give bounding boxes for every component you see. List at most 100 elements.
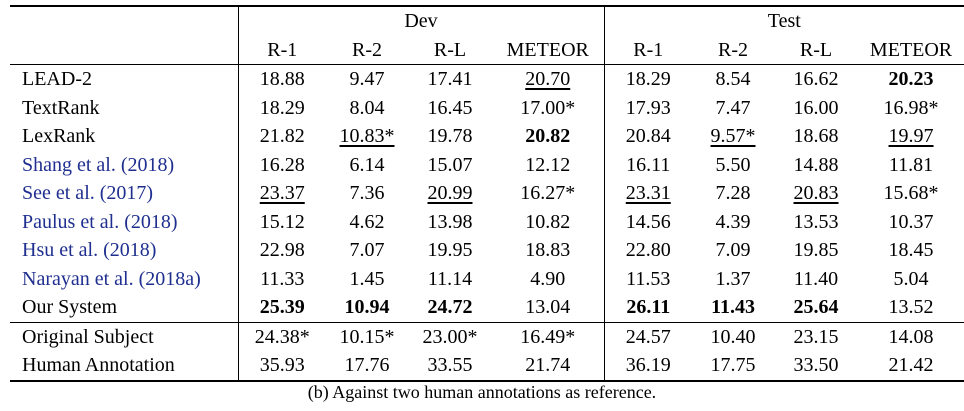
- score-value: 11.33: [260, 267, 305, 290]
- score-value: 4.62: [349, 210, 385, 233]
- system-name-cell[interactable]: Narayan et al. (2018a): [10, 264, 239, 293]
- table-row: LexRank 21.82 10.83* 19.78 20.82 20.84 9.57* 18…: [10, 122, 964, 151]
- metric-header: METEOR: [858, 35, 964, 65]
- system-name-cell[interactable]: Hsu et al. (2018): [10, 236, 239, 265]
- score-cell: 17.00*: [492, 93, 605, 122]
- score-value: 33.55: [427, 354, 473, 377]
- score-value: 19.78: [427, 125, 473, 148]
- score-cell: 16.00: [774, 94, 858, 123]
- score-cell: 7.36: [326, 179, 408, 208]
- score-value: 13.04: [525, 296, 571, 319]
- score-cell: 11.14: [408, 265, 492, 294]
- system-name-cell[interactable]: Shang et al. (2018): [10, 150, 239, 179]
- score-value: 13.53: [793, 210, 839, 233]
- score-cell: 15.07: [408, 151, 492, 180]
- score-cell: 22.98: [238, 236, 326, 265]
- score-cell: 18.88: [238, 65, 326, 94]
- score-cell: 19.85: [774, 236, 858, 265]
- score-cell: 17.76: [326, 351, 408, 382]
- score-value: 1.37: [715, 267, 751, 290]
- score-cell: 4.39: [692, 208, 774, 237]
- score-value: 35.93: [259, 354, 305, 377]
- score-value: 36.19: [625, 354, 671, 377]
- score-cell: 14.88: [774, 151, 858, 180]
- score-value: 23.00*: [422, 325, 478, 348]
- score-value: 8.04: [349, 96, 385, 119]
- score-cell: 14.08: [858, 322, 964, 351]
- score-cell: 17.93: [604, 94, 692, 123]
- score-value: 17.00*: [520, 96, 576, 119]
- score-value: 17.41: [427, 68, 473, 91]
- score-cell: 18.29: [238, 94, 326, 123]
- system-name-cell: Original Subject: [10, 322, 239, 351]
- table-row: Our System 25.39 10.94 24.72 13.04 26.11 11.43…: [10, 293, 964, 323]
- score-cell: 12.12: [492, 150, 605, 179]
- score-value: 20.23: [888, 68, 934, 91]
- system-name-cell: TextRank: [10, 93, 239, 122]
- score-value: 23.31: [625, 182, 671, 205]
- score-cell: 18.29: [604, 65, 692, 94]
- score-cell: 7.07: [326, 236, 408, 265]
- score-cell: 19.95: [408, 236, 492, 265]
- score-value: 6.14: [349, 153, 385, 176]
- score-value: 33.50: [793, 354, 839, 377]
- score-value: 20.84: [625, 125, 671, 148]
- score-cell: 13.04: [492, 293, 605, 323]
- score-value: 7.28: [715, 182, 751, 205]
- score-cell: 17.41: [408, 65, 492, 94]
- score-cell: 18.68: [774, 122, 858, 151]
- score-cell: 21.82: [238, 122, 326, 151]
- score-value: 25.64: [793, 296, 839, 319]
- score-value: 23.37: [259, 182, 305, 205]
- score-cell: 10.40: [692, 322, 774, 351]
- score-value: 20.70: [525, 68, 571, 91]
- score-cell: 24.57: [604, 322, 692, 351]
- score-cell: 17.75: [692, 351, 775, 382]
- score-cell: 16.45: [408, 94, 492, 123]
- score-cell: 11.40: [774, 265, 858, 294]
- score-cell: 9.47: [326, 65, 408, 94]
- score-value: 7.09: [715, 239, 751, 262]
- score-cell: 9.57*: [692, 122, 774, 151]
- score-value: 1.45: [349, 267, 385, 290]
- score-value: 22.98: [259, 239, 305, 262]
- system-name-cell[interactable]: See et al. (2017): [10, 179, 239, 208]
- score-cell: 14.56: [604, 208, 692, 237]
- score-cell: 25.64: [774, 293, 859, 323]
- score-cell: 33.55: [408, 351, 492, 382]
- score-value: 15.12: [259, 210, 305, 233]
- table-row: TextRank 18.29 8.04 16.45 17.00* 17.93 7.47 16.…: [10, 93, 964, 123]
- score-value: 16.27*: [520, 182, 576, 205]
- score-cell: 4.90: [492, 264, 605, 293]
- header-corner-lower: [10, 35, 239, 65]
- metric-header: METEOR: [492, 35, 605, 65]
- table-row: Original Subject 24.38* 10.15* 23.00* 16.49*…: [10, 322, 964, 351]
- score-value: 19.85: [793, 239, 839, 262]
- score-value: 16.62: [793, 68, 839, 91]
- score-cell: 33.50: [774, 351, 859, 382]
- score-value: 15.07: [427, 153, 473, 176]
- score-cell: 16.98*: [858, 94, 964, 123]
- score-cell: 5.04: [858, 265, 964, 294]
- score-value: 20.82: [525, 125, 571, 148]
- score-cell: 7.47: [692, 94, 774, 123]
- score-value: 10.94: [344, 296, 390, 319]
- score-value: 17.93: [625, 96, 671, 119]
- system-name-cell[interactable]: Paulus et al. (2018): [10, 207, 239, 236]
- score-cell: 19.97: [858, 122, 964, 151]
- score-cell: 23.37: [238, 179, 326, 208]
- score-value: 22.80: [625, 239, 671, 262]
- score-cell: 4.62: [326, 208, 408, 237]
- score-value: 11.43: [711, 296, 755, 319]
- score-value: 25.39: [259, 296, 305, 319]
- score-value: 14.08: [888, 325, 934, 348]
- score-value: 16.11: [626, 153, 671, 176]
- table-row: Hsu et al. (2018) 22.98 7.07 19.95 18.83 22.8…: [10, 236, 964, 265]
- score-value: 10.15*: [339, 325, 395, 348]
- score-value: 5.50: [715, 153, 751, 176]
- score-cell: 24.38*: [238, 322, 326, 351]
- table-row: Paulus et al. (2018) 15.12 4.62 13.98 10.82 1…: [10, 207, 964, 237]
- score-value: 24.72: [427, 296, 473, 319]
- score-value: 16.49*: [520, 325, 576, 348]
- system-name-cell: LEAD-2: [10, 64, 239, 94]
